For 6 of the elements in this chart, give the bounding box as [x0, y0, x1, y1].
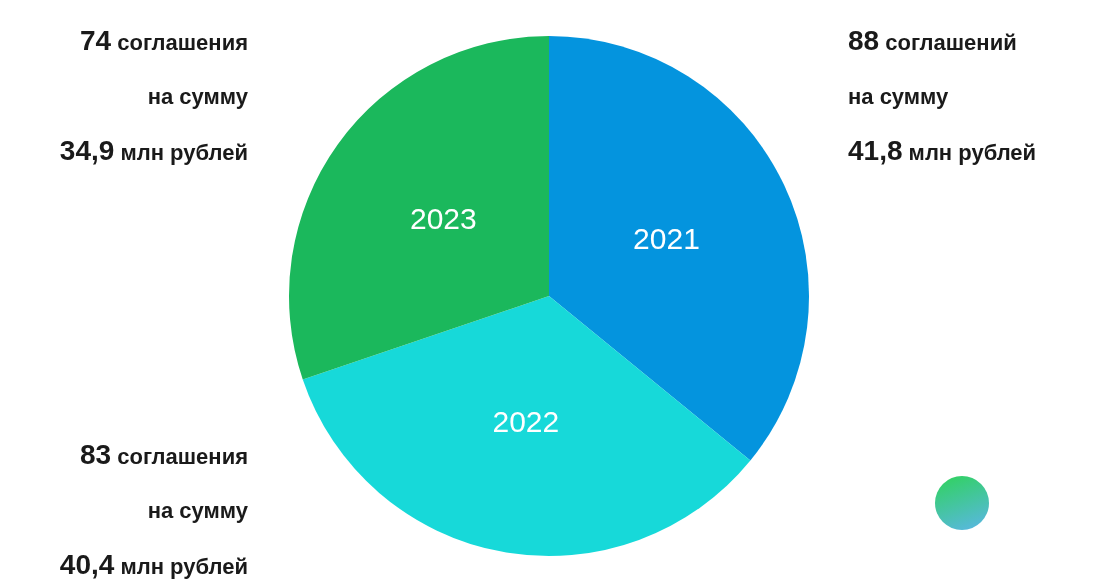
slice-label: 2022 — [492, 405, 560, 439]
text: 74 соглашения на сумму 34,9 млн рублей — [59, 25, 248, 166]
slice-label: 2023 — [409, 201, 477, 235]
text: 83 соглашения на сумму 40,4 млн рублей — [59, 439, 248, 580]
text: 88 соглашений на сумму 41,8 млн рублей — [848, 25, 1037, 166]
slice-label: 2021 — [633, 221, 700, 255]
